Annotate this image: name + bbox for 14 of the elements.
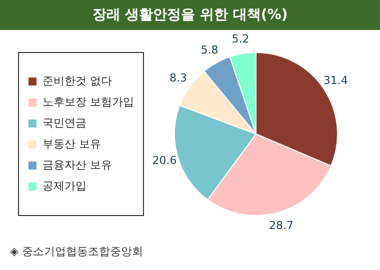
legend-label: 부동산 보유 xyxy=(42,137,101,150)
data-label: 28.7 xyxy=(268,218,294,232)
text: ◈ 중소기업협동조합중앙회 xyxy=(9,244,144,260)
legend-label: 금융자산 보유 xyxy=(42,158,112,172)
legend-label: 노후보장 보험가입 xyxy=(42,95,134,108)
data-label: 31.4 xyxy=(323,74,348,88)
data-label: 5.8 xyxy=(200,43,218,56)
data-label: 20.6 xyxy=(152,154,177,168)
legend-label: 국민연금 xyxy=(42,116,86,130)
data-label: 5.2 xyxy=(232,32,250,46)
data-label: 8.3 xyxy=(169,71,187,84)
legend-label: 공제가입 xyxy=(42,179,86,192)
legend-label: 준비한것 없다 xyxy=(42,74,112,88)
chart-title: 장래 생활안정을 위한 대책(%) xyxy=(0,0,380,30)
